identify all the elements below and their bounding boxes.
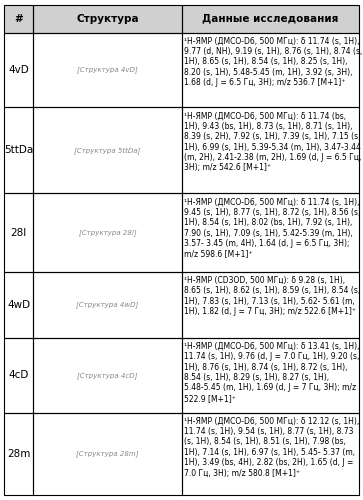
- Bar: [182, 412, 359, 495]
- Text: 4wD: 4wD: [7, 300, 30, 310]
- Bar: [182, 338, 359, 412]
- Text: [Структура 4vD]: [Структура 4vD]: [77, 66, 138, 73]
- Bar: [4, 338, 33, 412]
- Bar: [33, 108, 182, 194]
- Bar: [182, 272, 359, 338]
- Text: [Структура 4cD]: [Структура 4cD]: [77, 372, 138, 378]
- Bar: [182, 272, 359, 338]
- Bar: [4, 5, 33, 32]
- Text: [Структура 28m]: [Структура 28m]: [76, 450, 139, 457]
- Bar: [4, 272, 33, 338]
- Bar: [33, 412, 182, 495]
- Bar: [182, 412, 359, 495]
- Bar: [4, 32, 33, 108]
- Bar: [182, 194, 359, 272]
- Bar: [33, 338, 182, 412]
- Bar: [182, 194, 359, 272]
- Bar: [33, 272, 182, 338]
- Text: 4vD: 4vD: [8, 65, 29, 75]
- Bar: [4, 194, 33, 272]
- Text: #: #: [14, 14, 23, 24]
- Bar: [33, 32, 182, 108]
- Text: 28m: 28m: [7, 449, 30, 459]
- Bar: [33, 5, 182, 32]
- Bar: [33, 412, 182, 495]
- Bar: [4, 412, 33, 495]
- Text: ¹H-ЯМР (ДМСО-D6, 500 МГц): δ 11.74 (s, 1H), 9.45 (s, 1H), 8.77 (s, 1H), 8.72 (s,: ¹H-ЯМР (ДМСО-D6, 500 МГц): δ 11.74 (s, 1…: [184, 198, 360, 258]
- Bar: [33, 5, 182, 32]
- Bar: [33, 194, 182, 272]
- Bar: [4, 32, 33, 108]
- Text: ¹H-ЯМР (ДМСО-D6, 500 МГц): δ 11.74 (s, 1H), 9.77 (d, NH), 9.19 (s, 1H), 8.76 (s,: ¹H-ЯМР (ДМСО-D6, 500 МГц): δ 11.74 (s, 1…: [184, 36, 362, 87]
- Text: 28l: 28l: [11, 228, 27, 237]
- Text: [Структура 4wD]: [Структура 4wD]: [76, 302, 138, 308]
- Bar: [4, 272, 33, 338]
- Bar: [4, 5, 33, 32]
- Bar: [182, 108, 359, 194]
- Text: ¹H-ЯМР (ДМСО-D6, 500 МГц): δ 12.12 (s, 1H), 11.74 (s, 1H), 9.54 (s, 1H), 8.77 (s: ¹H-ЯМР (ДМСО-D6, 500 МГц): δ 12.12 (s, 1…: [184, 416, 359, 478]
- Bar: [182, 32, 359, 108]
- Bar: [182, 338, 359, 412]
- Bar: [33, 338, 182, 412]
- Bar: [4, 108, 33, 194]
- Bar: [4, 338, 33, 412]
- Text: Данные исследования: Данные исследования: [203, 14, 339, 24]
- Bar: [4, 194, 33, 272]
- Text: [Структура 28l]: [Структура 28l]: [78, 230, 136, 236]
- Bar: [182, 32, 359, 108]
- Bar: [182, 5, 359, 32]
- Bar: [33, 272, 182, 338]
- Bar: [4, 412, 33, 495]
- Text: ¹H-ЯМР (CD3OD, 500 МГц): δ 9.28 (s, 1H), 8.65 (s, 1H), 8.62 (s, 1H), 8.59 (s, 1H: ¹H-ЯМР (CD3OD, 500 МГц): δ 9.28 (s, 1H),…: [184, 276, 360, 316]
- Text: 4cD: 4cD: [8, 370, 29, 380]
- Bar: [33, 194, 182, 272]
- Bar: [4, 108, 33, 194]
- Text: ¹H-ЯМР (ДМСО-D6, 500 МГц): δ 11.74 (bs, 1H), 9.43 (bs, 1H), 8.73 (s, 1H), 8.71 (: ¹H-ЯМР (ДМСО-D6, 500 МГц): δ 11.74 (bs, …: [184, 112, 361, 172]
- Bar: [33, 32, 182, 108]
- Text: ¹H-ЯМР (ДМСО-D6, 500 МГц): δ 13.41 (s, 1H), 11.74 (s, 1H), 9.76 (d, J = 7.0 Гц, : ¹H-ЯМР (ДМСО-D6, 500 МГц): δ 13.41 (s, 1…: [184, 342, 359, 403]
- Text: [Структура 5ttDa]: [Структура 5ttDa]: [74, 147, 140, 154]
- Bar: [182, 108, 359, 194]
- Bar: [182, 5, 359, 32]
- Text: Структура: Структура: [76, 14, 139, 24]
- Text: 5ttDa: 5ttDa: [4, 146, 33, 156]
- Bar: [33, 108, 182, 194]
